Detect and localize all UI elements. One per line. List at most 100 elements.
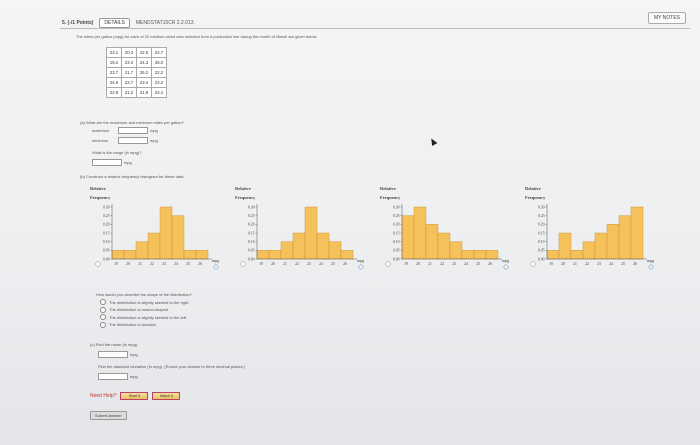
x-tick-label: 23 bbox=[597, 262, 601, 266]
x-axis-label: mpg bbox=[357, 258, 364, 263]
table-cell: 23.7 bbox=[121, 77, 137, 88]
table-cell: 23.4 bbox=[121, 57, 137, 68]
histogram-bar bbox=[316, 232, 330, 260]
x-tick-label: 25 bbox=[331, 262, 335, 266]
x-axis-label: mpg bbox=[502, 258, 509, 263]
table-cell: 24.3 bbox=[136, 57, 152, 68]
radio-icon[interactable] bbox=[100, 314, 106, 320]
histogram-option-3: Relative Frequency 0.00 0.05 0.10 0.15 0.20 0.2… bbox=[380, 186, 509, 270]
submit-answer-button[interactable]: Submit Answer bbox=[90, 411, 127, 420]
histogram-bar bbox=[183, 250, 197, 260]
radio-icon bbox=[240, 261, 246, 267]
shape-option-4[interactable]: The distribution is bimodal. bbox=[100, 321, 189, 328]
info-icon bbox=[213, 264, 219, 270]
radio-icon[interactable] bbox=[100, 306, 106, 313]
y-tick-label: 0.05 bbox=[538, 249, 545, 253]
histogram-bar bbox=[340, 250, 354, 260]
x-tick-label: 20 bbox=[271, 262, 275, 266]
x-tick-label: 24 bbox=[174, 262, 178, 266]
histogram-bar bbox=[328, 241, 342, 260]
table-cell: 22.2 bbox=[151, 67, 167, 78]
x-tick-label: 24 bbox=[464, 262, 468, 266]
table-cell: 23.1 bbox=[106, 47, 122, 58]
histogram-bar bbox=[485, 250, 499, 260]
x-tick-label: 20 bbox=[416, 262, 420, 266]
y-axis-label-line-1: Relative bbox=[235, 186, 251, 191]
minimum-input[interactable] bbox=[118, 137, 148, 144]
option-label: The distribution is mound-shaped. bbox=[109, 307, 170, 312]
shape-option-1[interactable]: The distribution is slightly skewed to t… bbox=[100, 299, 189, 305]
y-tick-label: 0.00 bbox=[248, 257, 255, 261]
y-axis-label-line-2: Frequency bbox=[525, 195, 546, 200]
my-notes-button[interactable]: MY NOTES bbox=[647, 12, 686, 24]
table-cell: 22.6 bbox=[136, 47, 152, 58]
histogram-bar bbox=[582, 241, 596, 260]
table-row: 19.2 23.4 24.3 26.0 bbox=[106, 57, 167, 68]
table-cell: 26.0 bbox=[151, 57, 167, 68]
radio-icon[interactable] bbox=[100, 299, 106, 305]
x-tick-label: 26 bbox=[343, 262, 347, 266]
divider bbox=[60, 28, 690, 29]
histogram-bar bbox=[594, 232, 608, 260]
y-tick-label: 0.25 bbox=[393, 214, 400, 218]
x-axis-label: mpg bbox=[212, 258, 219, 263]
table-cell: 21.7 bbox=[121, 67, 137, 78]
sd-question: Find the standard deviation (in mpg). (R… bbox=[98, 364, 245, 369]
histogram-bar bbox=[401, 215, 415, 260]
y-tick-label: 0.15 bbox=[393, 231, 400, 235]
shape-option-2[interactable]: The distribution is mound-shaped. bbox=[100, 306, 189, 313]
x-axis-label: mpg bbox=[647, 258, 654, 263]
histogram-bar bbox=[256, 250, 270, 260]
mouse-cursor-icon bbox=[428, 136, 438, 147]
table-cell: 24.9 bbox=[106, 77, 122, 88]
histogram-bar bbox=[546, 250, 560, 260]
y-tick-label: 0.20 bbox=[248, 223, 255, 227]
y-tick-label: 0.10 bbox=[103, 240, 110, 244]
points-label: 5. (-/1 Points) bbox=[62, 20, 94, 26]
maximum-input[interactable] bbox=[118, 127, 148, 134]
y-axis-label-line-1: Relative bbox=[90, 186, 106, 191]
table-row: 22.9 21.2 21.9 23.4 bbox=[106, 87, 167, 98]
histogram-option-1: Relative Frequency 0.00 0.05 0.10 0.15 0.20 0.2… bbox=[90, 186, 219, 270]
histogram-bar bbox=[123, 250, 137, 260]
table-row: 23.1 20.3 22.6 22.7 bbox=[106, 47, 167, 58]
histogram-bar bbox=[606, 224, 620, 260]
details-button[interactable]: DETAILS bbox=[99, 18, 130, 28]
y-axis-label-line-1: Relative bbox=[380, 186, 396, 191]
x-tick-label: 20 bbox=[561, 262, 565, 266]
x-tick-label: 19 bbox=[114, 262, 118, 266]
histogram-bar bbox=[570, 250, 584, 260]
x-tick-label: 22 bbox=[440, 262, 444, 266]
histogram-bar bbox=[268, 250, 282, 260]
watch-it-button[interactable]: Watch It bbox=[152, 392, 181, 400]
mean-input[interactable] bbox=[98, 351, 128, 358]
y-tick-label: 0.10 bbox=[248, 240, 255, 244]
y-tick-label: 0.30 bbox=[393, 205, 400, 209]
shape-options: The distribution is slightly skewed to t… bbox=[100, 299, 189, 329]
shape-option-3[interactable]: The distribution is slightly skewed to t… bbox=[100, 314, 189, 320]
y-tick-label: 0.25 bbox=[538, 214, 545, 218]
info-icon bbox=[358, 264, 364, 270]
max-unit: mpg bbox=[150, 128, 158, 133]
range-question: What is the range (in mpg)? bbox=[92, 150, 142, 155]
sd-input[interactable] bbox=[98, 373, 128, 380]
x-tick-label: 26 bbox=[198, 262, 202, 266]
histogram-bar bbox=[618, 215, 632, 260]
sd-unit: mpg bbox=[130, 374, 138, 379]
histogram-bar bbox=[425, 224, 439, 260]
table-cell: 23.2 bbox=[151, 77, 167, 88]
range-input[interactable] bbox=[92, 159, 122, 166]
option-label: The distribution is slightly skewed to t… bbox=[109, 299, 190, 305]
x-tick-label: 21 bbox=[138, 262, 142, 266]
read-it-button[interactable]: Read It bbox=[120, 392, 149, 400]
max-label: maximum bbox=[92, 128, 110, 133]
x-tick-label: 25 bbox=[186, 262, 190, 266]
x-tick-label: 23 bbox=[452, 262, 456, 266]
table-cell: 20.3 bbox=[121, 47, 137, 58]
info-icon bbox=[648, 264, 654, 270]
y-tick-label: 0.25 bbox=[248, 214, 255, 218]
y-tick-label: 0.20 bbox=[393, 223, 400, 227]
y-tick-label: 0.20 bbox=[538, 223, 545, 227]
need-help-label: Need Help? bbox=[90, 393, 117, 399]
radio-icon[interactable] bbox=[100, 321, 106, 328]
